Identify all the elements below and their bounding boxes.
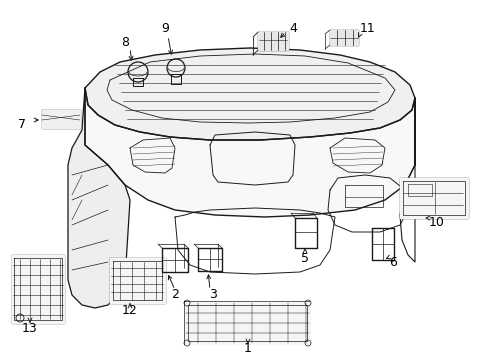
Text: 8: 8: [121, 36, 129, 49]
Polygon shape: [42, 110, 80, 128]
Polygon shape: [258, 32, 287, 50]
Polygon shape: [68, 88, 130, 308]
Text: 10: 10: [428, 216, 444, 229]
Polygon shape: [85, 48, 414, 140]
Text: 7: 7: [18, 118, 26, 131]
Polygon shape: [12, 255, 64, 323]
Text: 1: 1: [244, 342, 251, 355]
Polygon shape: [85, 88, 414, 217]
Polygon shape: [399, 178, 467, 218]
Polygon shape: [184, 302, 309, 344]
Text: 13: 13: [22, 321, 38, 334]
Text: 2: 2: [171, 288, 179, 302]
Polygon shape: [329, 30, 357, 45]
Text: 3: 3: [209, 288, 217, 302]
Text: 5: 5: [301, 252, 308, 265]
Text: 12: 12: [122, 303, 138, 316]
Text: 6: 6: [388, 256, 396, 269]
Text: 4: 4: [288, 22, 296, 35]
Text: 11: 11: [359, 22, 375, 35]
Polygon shape: [110, 258, 164, 303]
Text: 9: 9: [161, 22, 168, 35]
